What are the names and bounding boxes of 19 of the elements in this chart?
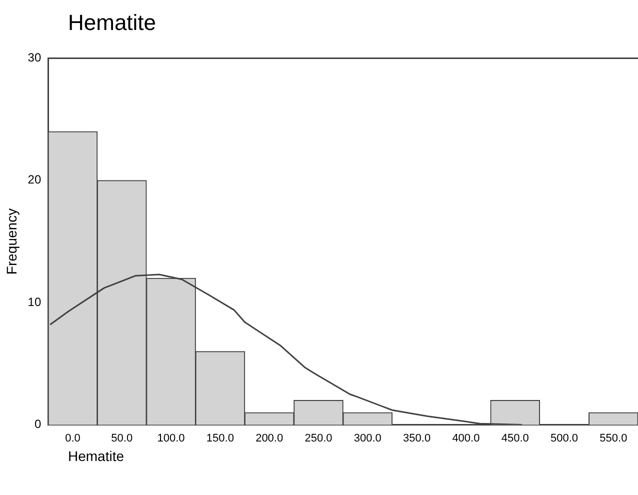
- x-axis-title: Hematite: [68, 448, 124, 464]
- x-tick-label: 0.0: [65, 432, 80, 444]
- x-tick-label: 350.0: [403, 432, 431, 444]
- y-tick-label: 0: [34, 417, 42, 432]
- x-tick-label: 250.0: [304, 432, 332, 444]
- x-tick-label: 300.0: [354, 432, 382, 444]
- y-tick-label: 20: [28, 172, 42, 187]
- x-tick-label: 200.0: [256, 432, 284, 444]
- x-tick-label: 500.0: [550, 432, 578, 444]
- x-tick-label: 100.0: [157, 432, 185, 444]
- x-tick-label: 400.0: [452, 432, 480, 444]
- y-tick-label: 10: [28, 294, 42, 309]
- chart-title: Hematite: [68, 10, 156, 36]
- x-tick-label: 450.0: [501, 432, 529, 444]
- x-tick-label: 50.0: [111, 432, 133, 444]
- y-tick-label: 30: [28, 50, 42, 65]
- y-axis-title: Frequency: [3, 208, 20, 275]
- x-tick-label: 150.0: [206, 432, 234, 444]
- x-tick-label: 550.0: [600, 432, 628, 444]
